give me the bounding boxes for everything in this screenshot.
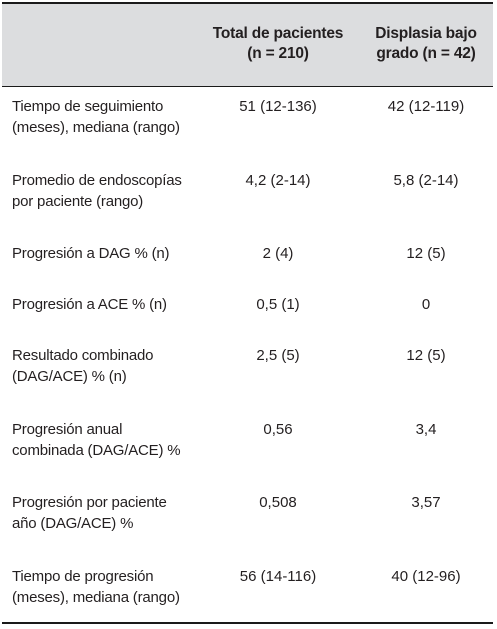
cell-dysplasia: 42 (12-119) [387,98,465,115]
cell-dysplasia: 40 (12-96) [391,568,461,585]
row-label-line: (meses), mediana (rango) [12,589,180,606]
row-label-line: (DAG/ACE) % (n) [12,368,127,385]
cell-total: 0,5 (1) [256,296,300,313]
header-dysplasia-line2: grado (n = 42) [376,45,476,62]
cell-dysplasia: 3,4 [415,421,437,438]
row-label: Progresión anual combinada (DAG/ACE) % [12,419,202,461]
cell-dysplasia: 5,8 (2-14) [393,172,459,189]
cell-total: 56 (14-116) [239,568,317,585]
table-top-rule [2,2,493,4]
cell-total: 2 (4) [262,245,294,262]
row-label-line: Progresión por paciente [12,494,167,511]
row-label: Progresión a ACE % (n) [12,294,202,315]
cell-total: 4,2 (2-14) [245,172,311,189]
row-label-line: (meses), mediana (rango) [12,119,180,136]
row-label: Tiempo de progresión (meses), mediana (r… [12,566,202,608]
row-label: Promedio de endoscopías por paciente (ra… [12,170,202,212]
row-label-line: Tiempo de seguimiento [12,98,164,115]
header-total-line2: (n = 210) [247,45,309,62]
row-label-line: Promedio de endoscopías [12,172,182,189]
table-header: Total de pacientes (n = 210) Displasia b… [2,4,493,86]
header-bottom-rule [2,86,493,87]
row-label-line: Tiempo de progresión [12,568,154,585]
cell-total: 0,508 [259,494,297,511]
row-label-line: Progresión a DAG % (n) [12,245,170,262]
header-total-patients: Total de pacientes (n = 210) [203,24,353,64]
row-label-line: por paciente (rango) [12,193,144,210]
row-label-line: Progresión anual [12,421,123,438]
row-label-line: año (DAG/ACE) % [12,515,134,532]
table-bottom-rule [2,622,493,624]
header-total-line1: Total de pacientes [212,25,344,42]
row-label-line: combinada (DAG/ACE) % [12,442,181,459]
cell-dysplasia: 3,57 [411,494,441,511]
cell-total: 0,56 [263,421,293,438]
cell-total: 2,5 (5) [256,347,300,364]
cell-total: 51 (12-136) [239,98,317,115]
header-dysplasia-line1: Displasia bajo [375,25,477,42]
row-label-line: Resultado combinado [12,347,154,364]
row-label: Progresión a DAG % (n) [12,243,202,264]
row-label: Resultado combinado (DAG/ACE) % (n) [12,345,202,387]
row-label-line: Progresión a ACE % (n) [12,296,167,313]
header-low-grade-dysplasia: Displasia bajo grado (n = 42) [357,24,495,64]
cell-dysplasia: 12 (5) [406,245,446,262]
cell-dysplasia: 12 (5) [406,347,446,364]
row-label: Progresión por paciente año (DAG/ACE) % [12,492,202,534]
cell-dysplasia: 0 [421,296,431,313]
row-label: Tiempo de seguimiento (meses), mediana (… [12,96,202,138]
